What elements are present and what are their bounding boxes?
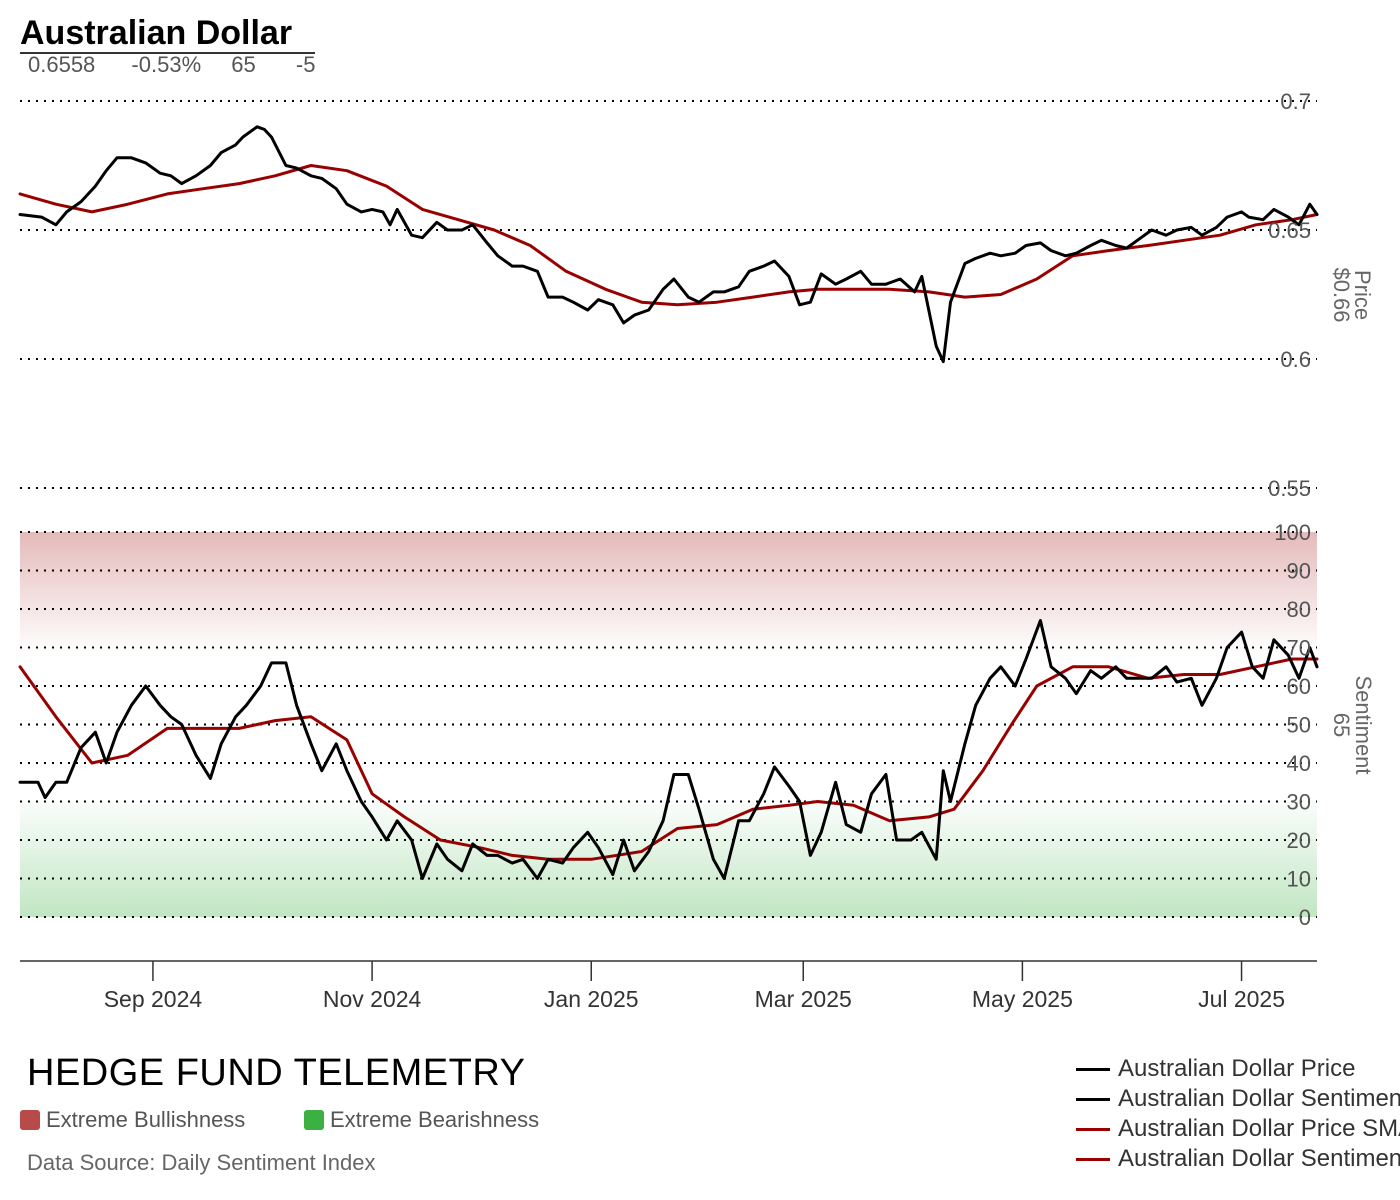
bear-zone-swatch (304, 1110, 324, 1130)
chart-canvas: 0.70.650.60.551009080706050403020100Pric… (18, 89, 1376, 1012)
sentiment-tick-label: 30 (1287, 790, 1311, 815)
legend-line-sentiment (1076, 1097, 1110, 1101)
sentiment-tick-label: 90 (1287, 559, 1311, 584)
sentiment-tick-label: 60 (1287, 674, 1311, 699)
price-axis-value: $0.66 (1329, 267, 1354, 322)
legend-label: Australian Dollar Price (1118, 1055, 1356, 1082)
sentiment-axis-value: 65 (1329, 713, 1354, 737)
sentiment-tick-label: 0 (1299, 905, 1311, 930)
sentiment-tick-label: 50 (1287, 713, 1311, 738)
sentiment-axis-title: Sentiment (1351, 675, 1376, 774)
legend-bull-zone: Extreme Bullishness (20, 1107, 245, 1133)
x-tick-label: Sep 2024 (104, 986, 203, 1012)
sentiment-tick-label: 10 (1287, 867, 1311, 892)
legend-item: Australian Dollar Sentiment (1076, 1084, 1400, 1114)
page-title: Australian Dollar (20, 14, 293, 52)
x-tick-label: Nov 2024 (323, 986, 422, 1012)
price-tick-label: 0.6 (1280, 347, 1311, 372)
price-tick-label: 0.7 (1280, 89, 1311, 114)
bull-zone-swatch (20, 1110, 40, 1130)
x-tick-label: Jul 2025 (1198, 986, 1285, 1012)
sentiment-change: -5 (295, 52, 316, 77)
sentiment-tick-label: 80 (1287, 597, 1311, 622)
series-lines (18, 125, 1319, 880)
legend-item: Australian Dollar Sentiment SMA (1076, 1144, 1400, 1174)
sentiment-tick-label: 100 (1274, 520, 1311, 545)
legend-item: Australian Dollar Price SMA (1076, 1114, 1400, 1144)
last-price: 0.6558 (28, 52, 96, 77)
sentiment-tick-label: 70 (1287, 636, 1311, 661)
series-legend: Australian Dollar Price Australian Dolla… (1076, 1054, 1400, 1174)
price-sma-line (18, 164, 1319, 307)
extreme-bearishness-zone (20, 801, 1317, 917)
sentiment-tick-label: 20 (1287, 828, 1311, 853)
sentiment-sma-line (18, 657, 1319, 861)
legend-bear-zone: Extreme Bearishness (304, 1107, 539, 1133)
data-source: Data Source: Daily Sentiment Index (27, 1150, 376, 1175)
legend-line-sentiment-sma (1076, 1157, 1110, 1161)
price-tick-label: 0.55 (1268, 476, 1311, 501)
price-axis-title: Price (1350, 270, 1375, 320)
legend-item: Australian Dollar Price (1076, 1054, 1400, 1084)
extreme-bullishness-zone (20, 532, 1317, 648)
x-tick-label: Mar 2025 (755, 986, 852, 1012)
quote-summary: 0.6558 -0.53% 65 -5 (20, 52, 316, 77)
bull-zone-label: Extreme Bullishness (46, 1107, 246, 1132)
legend-line-price (1076, 1067, 1110, 1071)
x-axis: Sep 2024 Nov 2024 Jan 2025 Mar 2025 May 2025… (20, 960, 1317, 1012)
sentiment-tick-label: 40 (1287, 751, 1311, 776)
sentiment-value: 65 (231, 52, 256, 77)
price-line (18, 125, 1319, 364)
legend-line-price-sma (1076, 1127, 1110, 1131)
legend-label: Australian Dollar Sentiment (1118, 1085, 1400, 1112)
x-tick-label: May 2025 (972, 986, 1073, 1012)
legend-label: Australian Dollar Sentiment SMA (1118, 1145, 1400, 1172)
sentiment-line (18, 619, 1319, 880)
price-tick-label: 0.65 (1268, 218, 1311, 243)
change-pct: -0.53% (131, 52, 202, 77)
x-tick-label: Jan 2025 (544, 986, 639, 1012)
legend-label: Australian Dollar Price SMA (1118, 1115, 1400, 1142)
brand-name: HEDGE FUND TELEMETRY (27, 1052, 526, 1094)
bear-zone-label: Extreme Bearishness (330, 1107, 540, 1132)
axis-labels: 0.70.650.60.551009080706050403020100Pric… (1268, 89, 1376, 930)
sentiment-zones (20, 532, 1317, 917)
